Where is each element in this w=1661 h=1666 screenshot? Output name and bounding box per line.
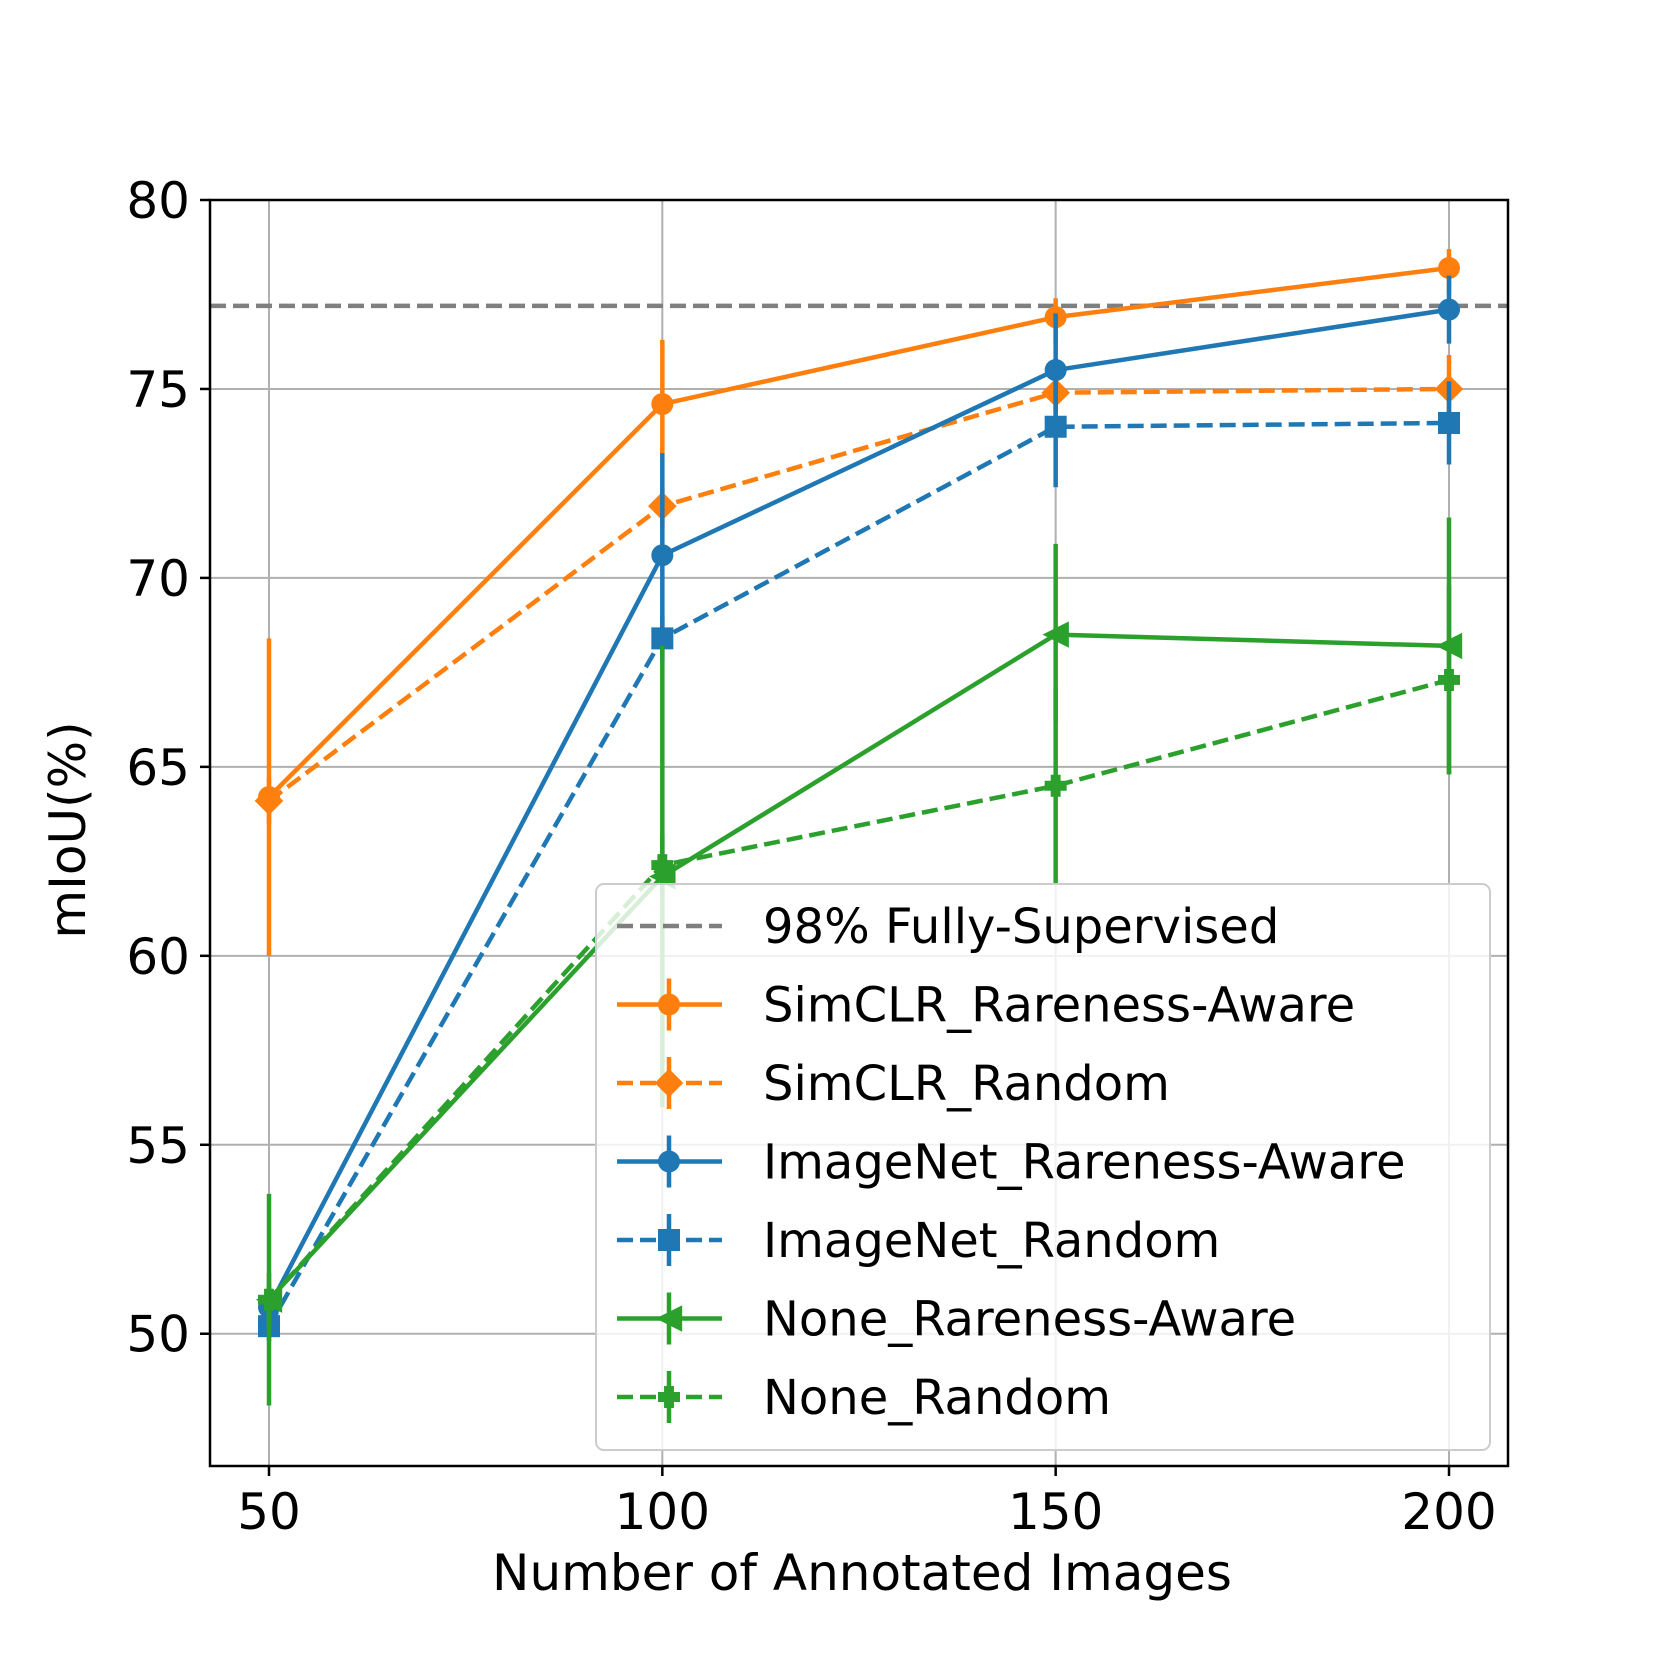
- series-line: [267, 420, 1450, 1328]
- series-line: [267, 632, 1450, 1302]
- data-point: [651, 393, 674, 416]
- legend-entry: SimCLR_Rareness-Aware: [617, 978, 1355, 1034]
- y-tick-label: 65: [126, 739, 190, 797]
- series-line: [267, 677, 1450, 1302]
- data-point: [1044, 774, 1067, 797]
- tick-labels: 50 100 150 200 50 55 60 65 70 75 80: [126, 172, 1496, 1541]
- series-group: [210, 249, 1508, 1406]
- data-point: [258, 1288, 280, 1311]
- data-point: [651, 544, 674, 567]
- legend-entry: SimCLR_Random: [617, 1056, 1170, 1112]
- y-tick-label: 55: [126, 1117, 190, 1175]
- y-tick-label: 60: [126, 928, 190, 986]
- legend: 98% Fully-Supervised SimCLR_Rareness-Awar…: [595, 883, 1491, 1451]
- legend-label: SimCLR_Random: [763, 1056, 1170, 1112]
- legend-entry: ImageNet_Random: [617, 1213, 1220, 1269]
- data-point: [1042, 621, 1069, 648]
- data-point: [1438, 257, 1460, 280]
- legend-label: None_Random: [763, 1370, 1111, 1426]
- legend-label: 98% Fully-Supervised: [763, 899, 1279, 955]
- x-tick-label: 50: [237, 1483, 301, 1541]
- legend-label: ImageNet_Random: [763, 1213, 1220, 1269]
- x-tick-label: 100: [615, 1483, 710, 1541]
- legend-entry: 98% Fully-Supervised: [617, 899, 1279, 955]
- series-ImageNet_Rareness-Aware: [258, 275, 1460, 1330]
- y-tick-label: 75: [126, 361, 190, 419]
- data-point: [654, 1068, 684, 1098]
- legend-label: None_Rareness-Aware: [763, 1292, 1296, 1348]
- y-tick-label: 50: [126, 1306, 190, 1364]
- data-point: [1044, 415, 1067, 438]
- data-point: [1438, 411, 1460, 434]
- y-axis-label: mIoU(%): [39, 721, 97, 938]
- data-point: [658, 1229, 680, 1251]
- data-point: [1438, 668, 1460, 691]
- series-SimCLR_Rareness-Aware: [258, 249, 1460, 956]
- legend-entry: None_Rareness-Aware: [617, 1292, 1296, 1348]
- data-point: [651, 854, 674, 877]
- series-line: [267, 265, 1450, 799]
- data-point: [658, 993, 680, 1016]
- y-tick-label: 70: [126, 550, 190, 608]
- x-tick-label: 200: [1401, 1483, 1496, 1541]
- series-line: [267, 386, 1450, 803]
- legend-entry: ImageNet_Rareness-Aware: [617, 1135, 1406, 1191]
- y-tick-label: 80: [126, 172, 190, 230]
- x-tick-label: 150: [1008, 1483, 1103, 1541]
- axes: [200, 198, 1510, 1476]
- data-point: [655, 1305, 683, 1332]
- data-point: [651, 627, 674, 650]
- legend-label: ImageNet_Rareness-Aware: [763, 1135, 1406, 1191]
- plot-frame: [208, 198, 1510, 1468]
- data-point: [658, 1150, 680, 1173]
- legend-entry: None_Random: [617, 1370, 1111, 1426]
- series-None_Random: [258, 585, 1460, 1327]
- legend-box: [595, 883, 1491, 1451]
- data-point: [658, 1386, 680, 1408]
- series-line: [267, 307, 1450, 1309]
- data-point: [254, 786, 284, 816]
- x-axis-label: Number of Annotated Images: [492, 1544, 1232, 1602]
- legend-label: SimCLR_Rareness-Aware: [763, 978, 1355, 1034]
- data-point: [1438, 298, 1460, 321]
